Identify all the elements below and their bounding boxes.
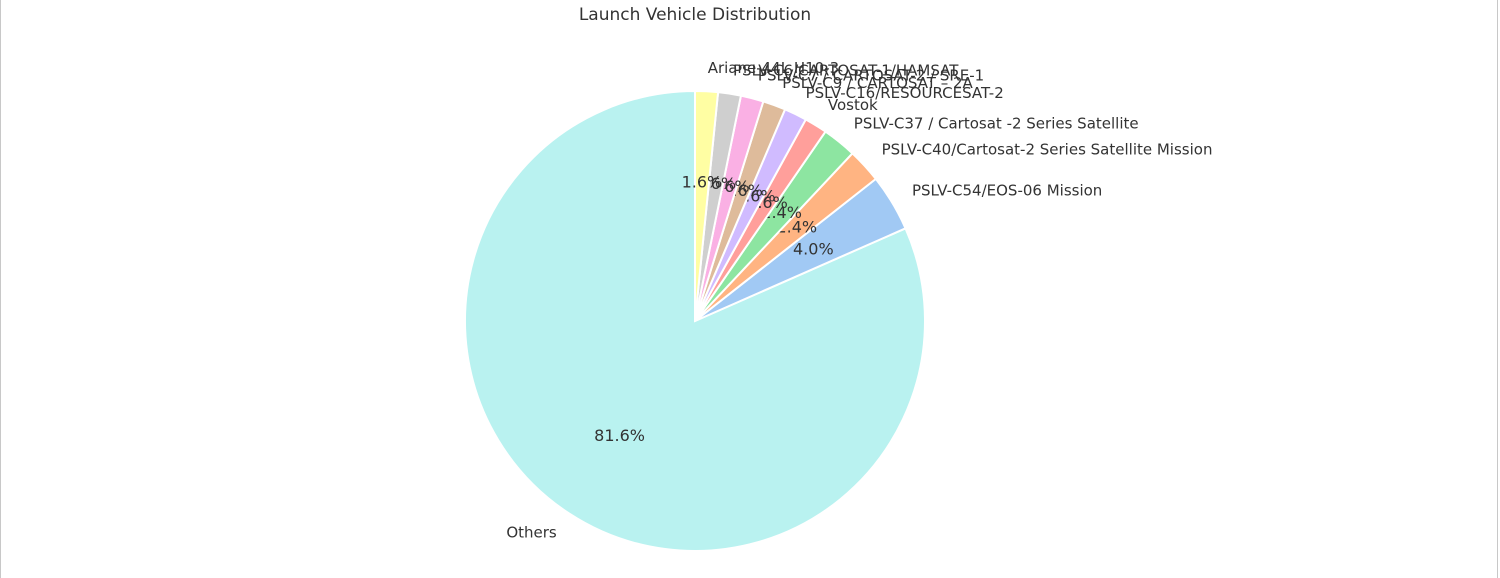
chart-title: Launch Vehicle Distribution bbox=[578, 5, 812, 25]
slice-label-pslv-c54-eos-06-mission: PSLV-C54/EOS-06 Mission bbox=[912, 181, 1102, 199]
slice-label-others: Others bbox=[506, 523, 557, 541]
slice-label-ariane-44l-h10-3: Ariane-44L H10-3 bbox=[708, 59, 839, 77]
slice-label-vostok: Vostok bbox=[828, 96, 878, 114]
slice-label-pslv-c16-resourcesat-2: PSLV-C16/RESOURCESAT-2 bbox=[806, 84, 1004, 102]
slice-label-pslv-c40-cartosat-2-series-satellite-mission: PSLV-C40/Cartosat-2 Series Satellite Mis… bbox=[882, 141, 1213, 159]
pct-label-pslv-c54-eos-06-mission: 4.0% bbox=[793, 240, 834, 259]
pie-slice-ariane-44l-h10-3 bbox=[694, 89, 720, 322]
pct-label-ariane-44l-h10-3: 1.6% bbox=[682, 173, 723, 192]
slice-label-pslv-c37-cartosat-2-series-satellite: PSLV-C37 / Cartosat -2 Series Satellite bbox=[854, 115, 1139, 133]
slice-label-pslv-c7-cartosat-2-sre-1: PSLV-C7 / CARTOSAT-2 / SRE-1 bbox=[758, 66, 984, 84]
slice-label-pslv-c9-cartosat-2a: PSLV-C9 / CARTOSAT – 2A bbox=[782, 74, 973, 92]
pct-label-others: 81.6% bbox=[594, 426, 645, 445]
slice-label-pslv-c6-cartosat-1-hamsat: PSLV-C6/CARTOSAT-1/HAMSAT bbox=[733, 61, 959, 79]
